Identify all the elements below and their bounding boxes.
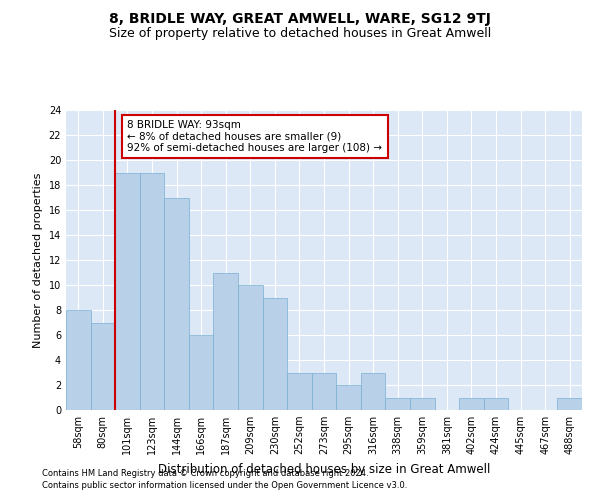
Bar — [66, 310, 91, 410]
X-axis label: Distribution of detached houses by size in Great Amwell: Distribution of detached houses by size … — [158, 462, 490, 475]
Text: 8 BRIDLE WAY: 93sqm
← 8% of detached houses are smaller (9)
92% of semi-detached: 8 BRIDLE WAY: 93sqm ← 8% of detached hou… — [127, 120, 382, 153]
Bar — [164, 198, 189, 410]
Bar — [263, 298, 287, 410]
Text: Contains HM Land Registry data © Crown copyright and database right 2024.: Contains HM Land Registry data © Crown c… — [42, 468, 368, 477]
Bar — [91, 322, 115, 410]
Bar — [385, 398, 410, 410]
Y-axis label: Number of detached properties: Number of detached properties — [33, 172, 43, 348]
Bar — [238, 285, 263, 410]
Bar — [312, 372, 336, 410]
Bar — [361, 372, 385, 410]
Bar — [115, 172, 140, 410]
Text: 8, BRIDLE WAY, GREAT AMWELL, WARE, SG12 9TJ: 8, BRIDLE WAY, GREAT AMWELL, WARE, SG12 … — [109, 12, 491, 26]
Text: Contains public sector information licensed under the Open Government Licence v3: Contains public sector information licen… — [42, 481, 407, 490]
Bar — [140, 172, 164, 410]
Bar — [557, 398, 582, 410]
Bar — [459, 398, 484, 410]
Bar — [484, 398, 508, 410]
Text: Size of property relative to detached houses in Great Amwell: Size of property relative to detached ho… — [109, 28, 491, 40]
Bar — [214, 272, 238, 410]
Bar — [410, 398, 434, 410]
Bar — [287, 372, 312, 410]
Bar — [189, 335, 214, 410]
Bar — [336, 385, 361, 410]
